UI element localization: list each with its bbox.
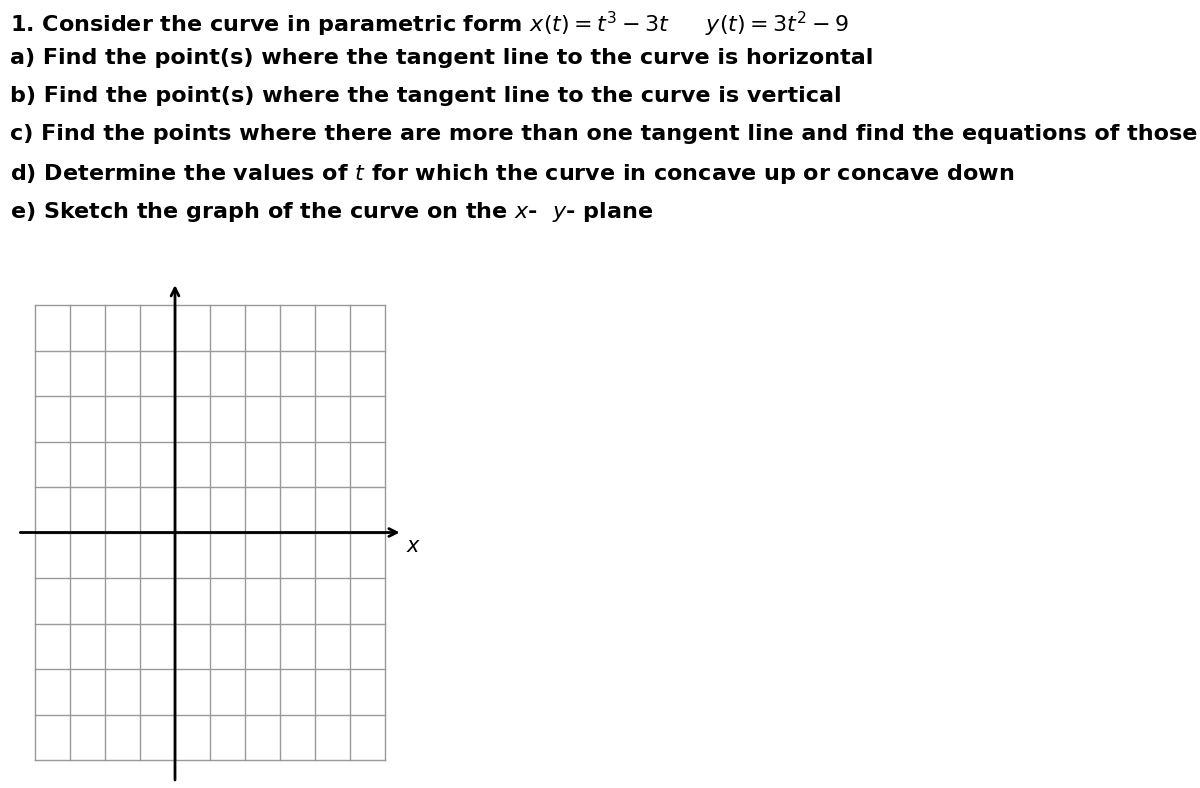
Text: b) Find the point(s) where the tangent line to the curve is vertical: b) Find the point(s) where the tangent l…: [10, 86, 841, 106]
Text: d) Determine the values of $t$ for which the curve in concave up or concave down: d) Determine the values of $t$ for which…: [10, 162, 1015, 186]
Text: x: x: [407, 537, 419, 556]
Text: c) Find the points where there are more than one tangent line and find the equat: c) Find the points where there are more …: [10, 124, 1200, 144]
Text: e) Sketch the graph of the curve on the $x$-  $y$- plane: e) Sketch the graph of the curve on the …: [10, 200, 653, 224]
Text: a) Find the point(s) where the tangent line to the curve is horizontal: a) Find the point(s) where the tangent l…: [10, 48, 874, 68]
Text: 1. Consider the curve in parametric form $x(t) = t^3 - 3t$     $y(t) = 3t^2 - 9$: 1. Consider the curve in parametric form…: [10, 10, 850, 39]
